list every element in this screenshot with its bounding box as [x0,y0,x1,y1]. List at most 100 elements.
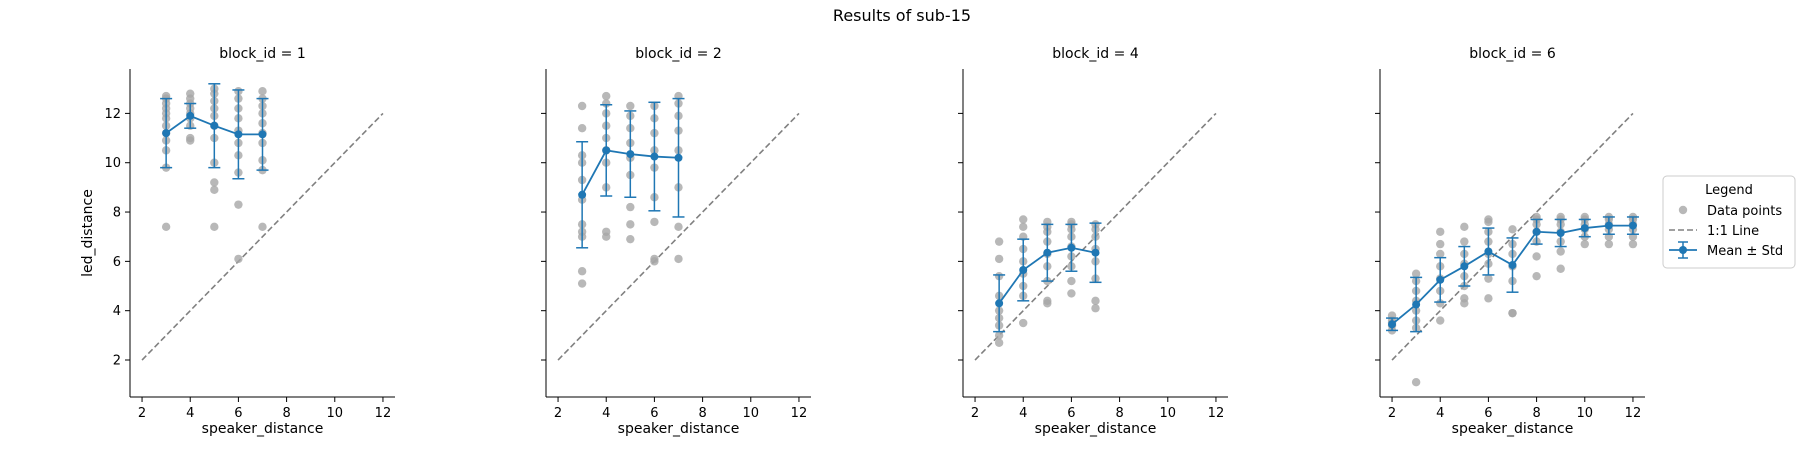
x-tick-label: 4 [1436,406,1444,421]
mean-point [1484,247,1493,256]
y-tick-label: 4 [113,304,121,319]
mean-point [210,121,219,130]
x-axis-label: speaker_distance [1035,421,1157,437]
data-point [1508,308,1517,318]
data-point [994,254,1004,264]
data-point [1556,264,1565,273]
x-tick-label: 10 [742,406,759,421]
mean-point [1628,221,1637,230]
data-point [1091,304,1100,313]
data-point [650,254,659,264]
mean-point [162,129,171,138]
legend-marker [1678,205,1688,215]
mean-point [1388,320,1397,329]
x-axis-label: speaker_distance [202,421,324,437]
panel-block-2: block_id = 2 2 4 6 8 10 12 speaker_distance [541,46,811,437]
data-point [1019,215,1028,224]
x-tick-label: 12 [1208,406,1225,421]
data-point [234,200,243,209]
data-point [626,220,635,229]
y-tick-label: 2 [113,354,121,369]
x-tick-label: 6 [1484,406,1492,421]
panel-block-4: block_id = 6 2 4 6 8 10 12 speaker_distance [1375,46,1645,437]
x-tick-label: 8 [1532,406,1540,421]
legend-symbol [1678,205,1688,215]
x-tick-label: 10 [326,406,343,421]
data-point [1556,247,1565,256]
identity-line [141,112,384,361]
identity-line [557,112,800,361]
data-point [602,91,611,101]
y-axis-label: led_distance [80,189,96,277]
data-point [1460,222,1469,232]
data-point [1043,296,1052,306]
mean-point [1508,261,1517,270]
data-point [1604,239,1614,249]
data-point [1460,294,1469,303]
data-point [1484,215,1493,224]
data-point [1067,289,1076,298]
panel-title: block_id = 4 [1052,46,1139,62]
data-point [1508,225,1517,234]
data-point [1628,239,1638,249]
mean-point [1091,248,1100,257]
y-tick-label: 8 [113,206,121,221]
legend-item-label: Data points [1707,204,1782,219]
y-tick-label: 6 [113,255,121,270]
data-point [1019,318,1028,328]
mean-point [1556,229,1565,237]
data-point [577,101,587,111]
data-point [186,133,195,143]
x-tick-label: 2 [138,406,146,421]
data-point [626,101,635,111]
x-tick-label: 2 [554,406,562,421]
y-tick-label: 12 [104,107,121,122]
data-point [1436,299,1445,308]
data-point [602,99,611,108]
x-tick-label: 12 [1625,406,1642,421]
x-tick-label: 6 [234,406,242,421]
x-tick-label: 10 [1159,406,1176,421]
x-tick-label: 4 [186,406,194,421]
data-point [1091,296,1100,306]
mean-point [1604,221,1613,230]
data-point [1436,316,1445,325]
identity-line [1391,112,1634,361]
data-point [994,237,1004,246]
data-point [577,267,587,276]
data-point [1484,294,1493,303]
data-point [577,123,587,133]
x-axis-label: speaker_distance [1452,421,1574,437]
panel-title: block_id = 1 [219,46,305,62]
data-point [674,222,683,232]
legend: Legend Data points 1:1 Line Mean ± Std [1662,175,1796,269]
legend-item-label: 1:1 Line [1707,224,1759,239]
mean-point [1436,275,1445,284]
legend-mean-marker [1679,246,1687,254]
legend-box [1662,175,1796,269]
x-axis-label: speaker_distance [618,421,740,437]
mean-point [1460,262,1469,271]
data-point [1580,239,1589,249]
panel-title: block_id = 6 [1469,46,1556,62]
data-point [210,222,219,232]
data-point [1436,227,1445,236]
x-tick-label: 4 [1019,406,1027,421]
data-point [994,338,1004,347]
data-point [1411,378,1421,387]
x-tick-label: 8 [698,406,706,421]
data-point [186,89,195,98]
data-point [994,331,1004,340]
x-tick-label: 6 [650,406,658,421]
panel-title: block_id = 2 [635,46,721,62]
data-point [1067,276,1076,286]
mean-point [1019,265,1028,274]
x-tick-label: 2 [971,406,979,421]
legend-item-label: Mean ± Std [1707,244,1783,259]
data-point [602,227,611,236]
data-point [1460,237,1469,246]
x-tick-label: 10 [1576,406,1593,421]
data-point [577,279,587,288]
data-point [674,254,683,264]
data-point [210,185,219,195]
